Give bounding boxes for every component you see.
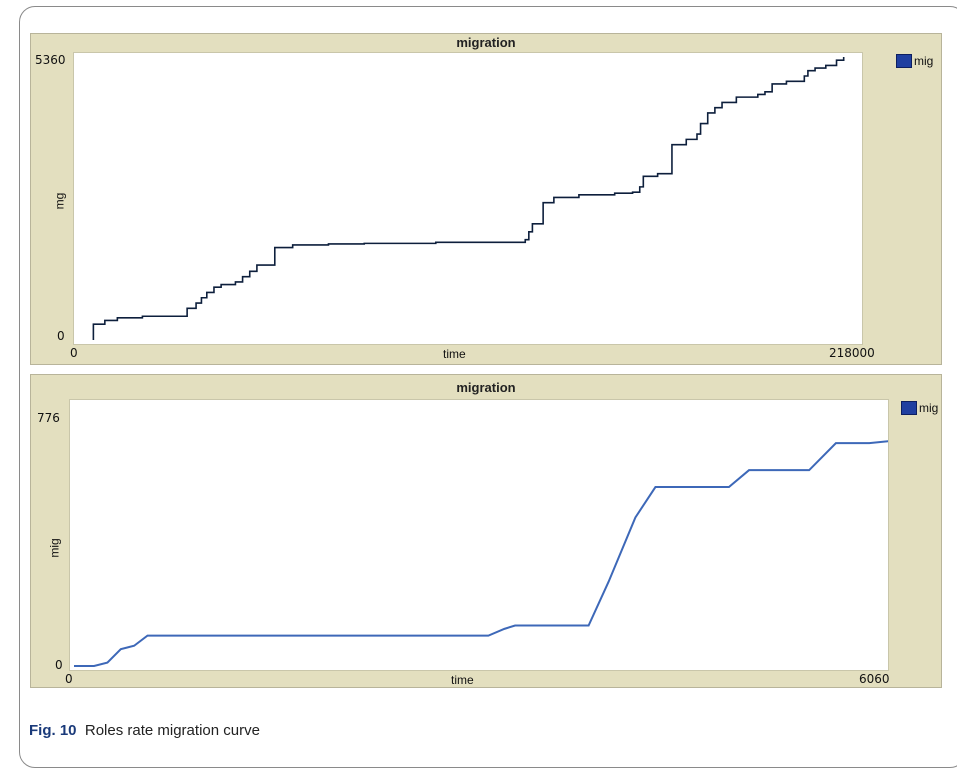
x-tick-min: 0 [70,346,78,360]
plot-svg [92,57,845,340]
plot-area [69,399,889,671]
y-axis-label: mg [52,192,67,210]
y-tick-max: 5360 [35,53,66,67]
x-axis-label: time [443,347,466,361]
legend: mig [896,54,933,68]
caption-text: Roles rate migration curve [84,722,260,739]
legend: mig [901,401,938,415]
chart-panel-bottom: migration 776 0 0 6060 time mig mig [30,374,942,688]
plot-svg [74,440,888,667]
y-axis-label: mig [47,538,62,558]
x-tick-max: 218000 [829,346,875,360]
y-tick-min: 0 [57,329,65,343]
x-tick-min: 0 [65,672,73,686]
chart-panel-top: migration 5360 0 0 218000 time mg mig [30,33,942,365]
chart-title: migration [456,35,516,50]
series-line-mig [92,57,845,340]
y-tick-min: 0 [55,658,63,672]
x-tick-max: 6060 [859,672,890,686]
figure-caption: Fig. 10 Roles rate migration curve [29,722,260,739]
x-axis-label: time [451,673,474,687]
chart-title: migration [456,380,516,395]
legend-label: mig [914,54,934,68]
legend-swatch [896,54,912,68]
plot-area [73,52,863,345]
legend-swatch [901,401,917,415]
caption-label: Fig. 10 [29,722,77,739]
legend-label: mig [919,401,939,415]
y-tick-max: 776 [37,411,60,425]
series-line-mig [74,440,888,667]
